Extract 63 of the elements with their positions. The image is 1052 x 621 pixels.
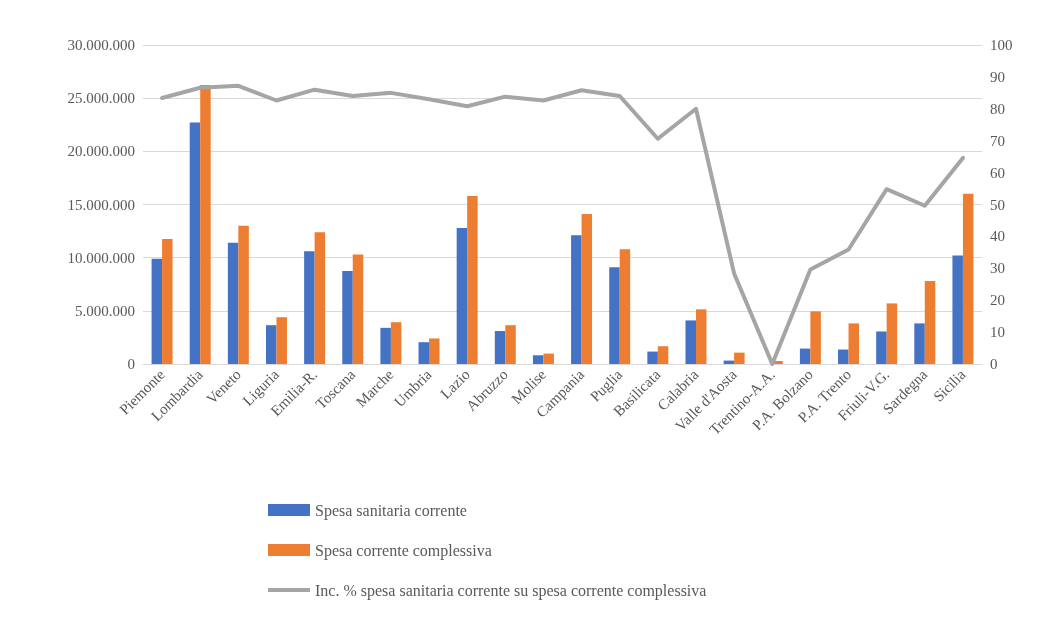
bar — [810, 311, 821, 364]
bar — [657, 346, 669, 364]
y-tick-label: 25.000.000 — [67, 90, 135, 107]
bar — [200, 84, 211, 364]
bar — [467, 195, 478, 364]
bar — [647, 351, 658, 364]
y2-tick-label: 80 — [990, 100, 1005, 117]
bar — [227, 242, 239, 364]
bar — [238, 225, 249, 364]
y2-tick-label: 50 — [990, 196, 1005, 213]
y-tick-label: 0 — [127, 356, 135, 372]
bar — [342, 270, 353, 364]
bar — [581, 214, 593, 364]
y2-tick-label: 90 — [990, 68, 1005, 85]
bar — [380, 327, 391, 364]
y-tick-label: 15.000.000 — [67, 196, 135, 213]
bar — [456, 227, 468, 364]
bar — [532, 355, 544, 364]
legend-label: Inc. % spesa sanitaria corrente su spesa corrente complessiva — [315, 581, 707, 600]
legend-label: Spesa sanitaria corrente — [315, 501, 467, 520]
bar — [429, 338, 440, 364]
bar — [352, 254, 364, 364]
bar — [695, 309, 707, 364]
y2-tick-label: 0 — [990, 356, 998, 372]
bar — [189, 122, 201, 364]
bar — [276, 317, 287, 364]
bar — [543, 353, 554, 364]
line-series — [160, 83, 965, 366]
y2-tick-label: 100 — [990, 37, 1013, 53]
bar — [505, 325, 516, 364]
bar — [619, 249, 631, 364]
y-tick-label: 30.000.000 — [67, 37, 135, 53]
y-tick-label: 10.000.000 — [67, 249, 135, 266]
y2-tick-label: 30 — [990, 260, 1005, 277]
bar — [304, 251, 315, 364]
legend-label: Spesa corrente complessiva — [315, 541, 492, 560]
bar — [418, 342, 430, 364]
bar — [390, 322, 402, 364]
y2-tick-label: 40 — [990, 228, 1005, 245]
y2-tick-label: 10 — [990, 324, 1005, 341]
bar — [314, 232, 326, 364]
bar — [924, 281, 936, 364]
y2-tick-label: 70 — [990, 132, 1005, 149]
bar — [609, 267, 620, 364]
bar — [914, 323, 925, 364]
bar — [265, 325, 277, 364]
bar — [685, 320, 696, 364]
bar — [162, 239, 173, 364]
bar — [952, 255, 963, 364]
bar — [494, 331, 506, 364]
bar — [799, 348, 811, 364]
y-tick-label: 20.000.000 — [67, 143, 135, 160]
bar — [571, 235, 582, 364]
bar — [848, 323, 860, 364]
bar — [886, 303, 898, 364]
y-tick-label: 5.000.000 — [75, 302, 135, 319]
y2-tick-label: 60 — [990, 164, 1005, 181]
bar — [876, 331, 887, 364]
bar — [962, 193, 974, 364]
bar — [838, 349, 849, 364]
y2-tick-label: 20 — [990, 292, 1005, 309]
bar — [734, 352, 745, 364]
bar — [151, 258, 163, 364]
